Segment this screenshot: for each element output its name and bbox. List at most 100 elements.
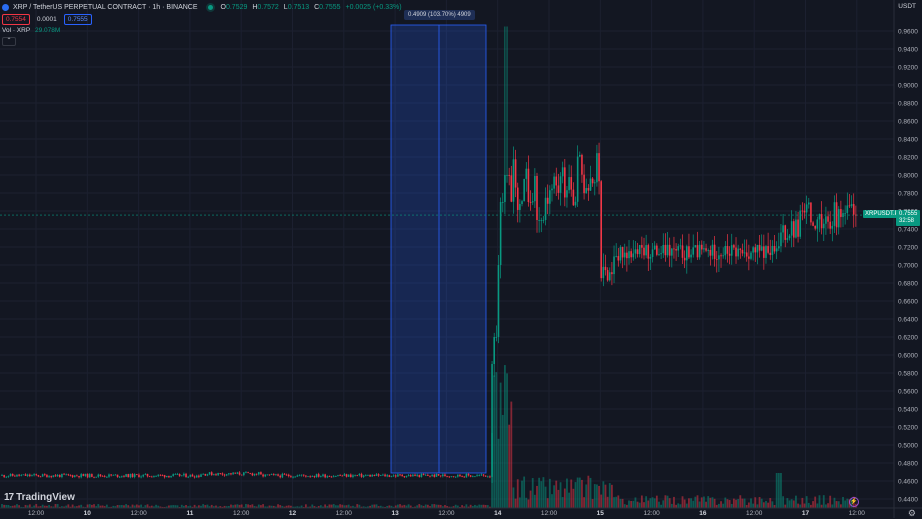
candle-body — [384, 474, 386, 477]
candle-body — [803, 210, 806, 213]
price-axis-label: 0.7400 — [898, 227, 918, 234]
volume-bar — [593, 484, 596, 508]
volume-bar — [356, 504, 359, 508]
price-axis-label: 0.9400 — [898, 47, 918, 54]
gear-icon[interactable]: ⚙ — [907, 508, 916, 518]
time-axis-label: 12:00 — [233, 510, 250, 517]
candle-body — [118, 476, 121, 478]
candle-body — [221, 473, 224, 475]
volume-bar — [307, 506, 309, 508]
tradingview-logo[interactable]: 17 TradingView — [4, 492, 75, 503]
candle-body — [61, 473, 63, 478]
candle-body — [11, 473, 14, 476]
candle-body — [198, 475, 200, 477]
volume-bar — [187, 506, 190, 508]
volume-bar — [431, 504, 434, 508]
price-axis-label: 0.5800 — [898, 371, 918, 378]
volume-bar — [555, 480, 558, 508]
candle-body — [403, 476, 406, 478]
candle-body — [114, 474, 117, 476]
candle-body — [686, 246, 688, 261]
candle-body — [360, 473, 363, 477]
volume-bar — [747, 502, 750, 508]
candle-body — [18, 474, 20, 476]
candle-body — [183, 473, 185, 476]
volume-bar — [317, 505, 320, 508]
candle-body — [557, 185, 560, 193]
volume-bar — [724, 497, 727, 508]
volume-bar — [362, 506, 365, 508]
candle-body — [683, 257, 686, 261]
volume-bar — [732, 498, 735, 508]
volume-legend[interactable]: Vol · XRP 29.078M — [2, 27, 60, 34]
candle-body — [647, 245, 650, 259]
currency-selector[interactable]: USDT — [898, 3, 916, 10]
volume-bar — [533, 494, 536, 508]
candle-body — [200, 474, 202, 477]
candle-body — [677, 246, 680, 251]
price-axis-label: 0.6600 — [898, 299, 918, 306]
volume-bar — [553, 485, 556, 508]
candle-body — [39, 476, 42, 478]
candle-body — [390, 476, 393, 478]
volume-bar — [210, 504, 213, 508]
volume-bar — [37, 506, 40, 508]
volume-bar — [769, 498, 772, 508]
candle-body — [294, 476, 296, 478]
candle-body — [379, 475, 382, 476]
candle-body — [187, 476, 189, 478]
price-axis-label: 0.8800 — [898, 101, 918, 108]
volume-bar — [290, 505, 292, 508]
candle-body — [829, 221, 831, 229]
candle-body — [771, 245, 774, 255]
candle-body — [585, 188, 588, 194]
candle-body — [317, 474, 320, 477]
volume-bar — [465, 504, 468, 508]
volume-bar — [718, 503, 720, 508]
price-axis-label: 0.6400 — [898, 317, 918, 324]
volume-bar — [304, 504, 307, 508]
candle-body — [210, 472, 213, 476]
candle-body — [170, 475, 172, 478]
volume-bar — [394, 505, 397, 508]
volume-bar — [810, 504, 812, 508]
volume-bar — [544, 486, 547, 508]
candle-body — [240, 474, 243, 476]
candle-body — [820, 214, 823, 229]
volume-bar — [300, 505, 303, 508]
volume-bar — [645, 496, 648, 508]
chevron-up-icon[interactable]: ⌃ — [2, 37, 16, 46]
candle-body — [91, 474, 93, 477]
volume-bar — [148, 506, 151, 508]
volume-bar — [416, 505, 419, 508]
volume-bar — [820, 504, 823, 508]
sell-button[interactable]: 0.7554 — [2, 14, 30, 25]
price-axis-label: 0.5400 — [898, 407, 918, 414]
symbol-title[interactable]: XRP / TetherUS PERPETUAL CONTRACT · 1h ·… — [13, 3, 198, 11]
candle-body — [71, 475, 74, 478]
volume-bar — [377, 506, 380, 508]
candle-body — [512, 159, 515, 202]
candle-body — [305, 475, 307, 477]
volume-bar — [268, 505, 271, 508]
volume-bar — [514, 498, 517, 508]
buy-button[interactable]: 0.7555 — [63, 14, 92, 25]
candle-body — [472, 476, 474, 478]
volume-bar — [78, 505, 80, 508]
candle-body — [251, 473, 254, 476]
volume-bar — [138, 505, 140, 508]
candle-body — [767, 246, 769, 253]
candle-body — [501, 202, 504, 203]
alert-icon[interactable]: ⚡ — [849, 497, 859, 507]
volume-bar — [411, 506, 414, 508]
price-axis-label: 0.9200 — [898, 65, 918, 72]
candle-body — [397, 474, 399, 477]
candle-body — [352, 475, 354, 477]
candle-body — [67, 474, 70, 476]
candle-body — [5, 476, 8, 478]
volume-bar — [352, 505, 354, 508]
candle-body — [176, 473, 179, 475]
high-label: H — [252, 3, 258, 11]
spread-value: 0.0001 — [36, 16, 57, 23]
